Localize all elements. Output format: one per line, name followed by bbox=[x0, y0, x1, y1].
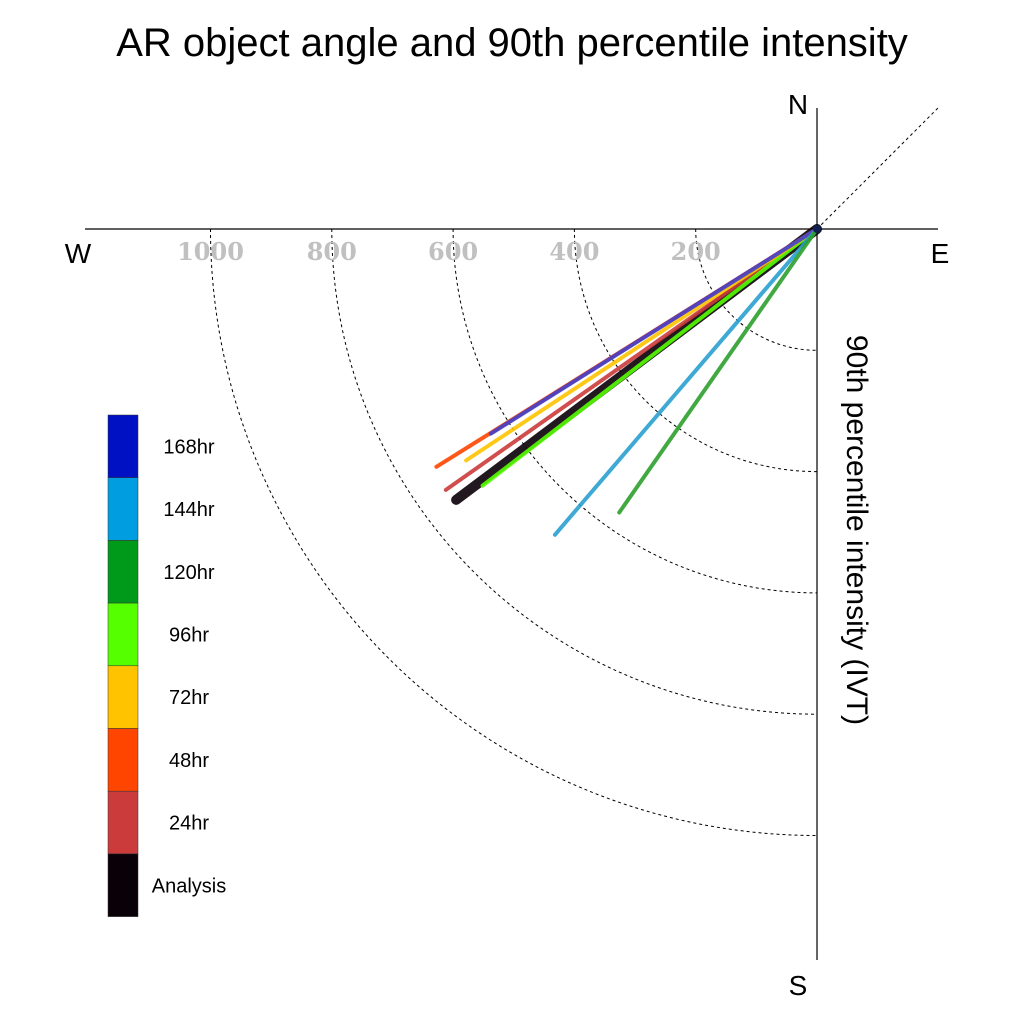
legend-swatch bbox=[107, 728, 139, 792]
radial-tick-label: 600 bbox=[428, 237, 478, 266]
legend: 168hr 144hr 120hr 96hr 72hr 48hr 24hr Analysis bbox=[107, 414, 226, 917]
radial-gridlines bbox=[210, 228, 818, 836]
diagonal-guide-line bbox=[816, 105, 941, 230]
radial-arc bbox=[573, 228, 818, 473]
legend-swatch bbox=[107, 540, 139, 604]
vector-120hr bbox=[617, 227, 819, 515]
legend-swatch bbox=[107, 602, 139, 667]
origin-point bbox=[813, 225, 821, 233]
radial-arc bbox=[210, 228, 818, 836]
series-vectors bbox=[434, 224, 822, 537]
compass-east-label: E bbox=[931, 238, 950, 269]
legend-label: 24hr bbox=[169, 813, 209, 835]
legend-swatch bbox=[107, 665, 139, 729]
radial-arc bbox=[695, 228, 818, 351]
legend-label: 120hr bbox=[163, 562, 214, 584]
radial-tick-label: 1000 bbox=[177, 237, 244, 266]
legend-swatch bbox=[107, 790, 139, 855]
radial-tick-labels: 200 400 600 800 1000 bbox=[177, 237, 721, 266]
chart-title: AR object angle and 90th percentile inte… bbox=[116, 21, 908, 65]
radial-tick-label: 200 bbox=[671, 237, 721, 266]
radial-tick-label: 800 bbox=[307, 237, 357, 266]
vector-144hr bbox=[552, 227, 819, 537]
legend-label: Analysis bbox=[152, 875, 226, 897]
radial-axis-label: 90th percentile intensity (IVT) bbox=[840, 335, 873, 725]
legend-label: 48hr bbox=[169, 750, 209, 772]
compass-south-label: S bbox=[789, 970, 808, 1001]
legend-swatch bbox=[107, 853, 139, 917]
legend-label: 72hr bbox=[169, 687, 209, 709]
legend-label: 144hr bbox=[163, 499, 214, 521]
vector-24hr bbox=[443, 227, 819, 492]
radial-tick-label: 400 bbox=[549, 237, 599, 266]
compass-west-label: W bbox=[65, 238, 92, 269]
radial-arc bbox=[331, 228, 818, 715]
radial-arc bbox=[452, 228, 818, 594]
compass-north-label: N bbox=[788, 89, 808, 120]
compass-axes: N W E S bbox=[65, 89, 950, 1001]
legend-label: 96hr bbox=[169, 624, 209, 646]
legend-label: 168hr bbox=[163, 436, 214, 458]
legend-swatch bbox=[107, 477, 139, 541]
legend-swatch bbox=[107, 414, 139, 478]
vector-96hr bbox=[480, 227, 819, 488]
vector-168hr bbox=[488, 227, 819, 436]
